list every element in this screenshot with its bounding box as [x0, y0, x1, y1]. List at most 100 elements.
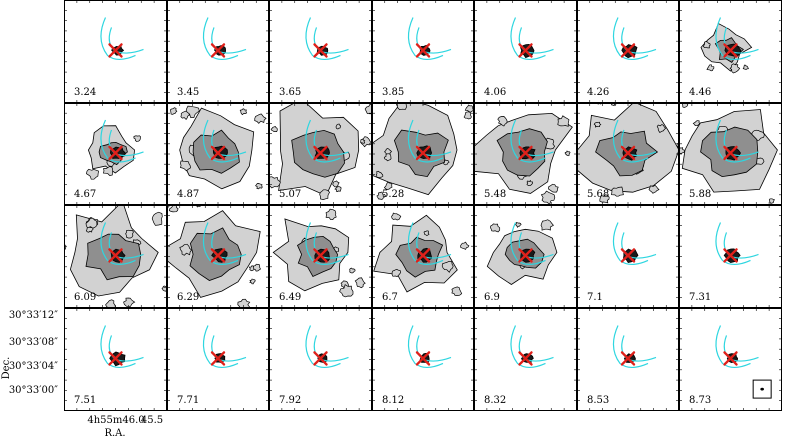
emission-contour [548, 183, 559, 193]
emission-contour [237, 298, 251, 308]
channel-panel: 4.26 [577, 0, 679, 103]
emission-contour [383, 153, 392, 162]
emission-contour [729, 63, 741, 74]
channel-velocity-label: 7.51 [74, 395, 96, 406]
panel-ticks [577, 205, 679, 308]
channel-velocity-label: 7.71 [177, 395, 199, 406]
emission-contour [270, 125, 278, 132]
panel-content [510, 17, 554, 61]
streamer-arc [202, 325, 239, 369]
emission-contour [768, 198, 775, 204]
panel-content [407, 17, 452, 61]
streamer-arc [100, 222, 136, 266]
emission-contour [375, 170, 384, 178]
panel-content [700, 17, 759, 74]
streamer-arc [305, 17, 341, 61]
emission-contour [269, 176, 281, 189]
emission-contour [464, 104, 474, 113]
channel-panel: 4.46 [679, 0, 782, 103]
emission-contour [179, 243, 192, 256]
emission-contour [692, 120, 701, 127]
panel-ticks [64, 308, 167, 411]
emission-contour [515, 222, 522, 228]
panel-ticks [64, 0, 167, 103]
emission-contour [557, 115, 570, 127]
streamer-arc [202, 119, 239, 163]
panel-ticks [167, 0, 269, 103]
emission-contour [540, 190, 556, 205]
emission-contour [170, 107, 178, 115]
channel-velocity-label: 3.24 [74, 87, 96, 98]
channel-velocity-label: 4.26 [587, 87, 609, 98]
panel-ticks [679, 308, 782, 411]
emission-contour [451, 286, 463, 296]
streamer-arc [305, 119, 341, 163]
panel-ticks [269, 308, 372, 411]
emission-contour [391, 212, 402, 221]
panel-ticks [474, 205, 577, 308]
panel-ticks [64, 103, 167, 205]
emission-contour [526, 179, 533, 186]
emission-contour [151, 211, 163, 226]
panel-ticks [269, 0, 372, 103]
panel-ticks [372, 0, 474, 103]
streamer-arc [100, 119, 136, 163]
panel-ticks [167, 308, 269, 411]
emission-contour [441, 260, 454, 273]
channel-panel: 5.28 [372, 103, 474, 205]
source-marker [620, 43, 636, 58]
panel-content [612, 17, 657, 61]
channel-panel: 3.85 [372, 0, 474, 103]
emission-contour [319, 189, 331, 200]
channel-velocity-label: 6.29 [177, 292, 199, 303]
panel-content [86, 119, 144, 180]
panel-content [407, 325, 452, 369]
emission-contour [702, 41, 711, 49]
panel-content [305, 325, 349, 369]
emission-contour [648, 184, 660, 194]
channel-velocity-label: 6.49 [279, 292, 301, 303]
emission-contour [376, 191, 386, 200]
channel-velocity-label: 5.68 [587, 189, 609, 200]
emission-contour [364, 103, 372, 115]
channel-velocity-label: 8.73 [689, 395, 711, 406]
streamer-arc [100, 17, 136, 61]
emission-contour [349, 267, 356, 274]
channel-velocity-label: 5.28 [382, 189, 404, 200]
panel-ticks [679, 0, 782, 103]
channel-panels: 3.24 3.45 3.65 3.85 4.06 4.26 4.46 4.67 4.87 5.07… [64, 0, 782, 411]
emission-contour [423, 230, 430, 237]
panel-content [202, 17, 247, 61]
source-marker [415, 145, 431, 161]
channel-panel: 7.92 [269, 308, 372, 411]
panel-content [64, 205, 167, 308]
channel-velocity-label: 7.1 [587, 292, 603, 303]
streamer-arc [407, 222, 444, 266]
source-marker [620, 145, 636, 161]
emission-contour [85, 226, 94, 233]
panel-content [679, 103, 778, 204]
emission-contour [706, 64, 715, 72]
source-marker [313, 43, 328, 58]
emission-contour [123, 297, 136, 308]
emission-contour [460, 241, 470, 250]
panel-ticks [577, 103, 679, 205]
channel-panel: 6.49 [269, 205, 372, 308]
streamer-arc [510, 222, 546, 266]
source-marker [723, 145, 738, 161]
channel-velocity-label: 3.85 [382, 87, 404, 98]
source-marker [518, 248, 533, 263]
channel-velocity-label: 4.67 [74, 189, 96, 200]
streamer-arc [612, 222, 649, 266]
channel-velocity-label: 5.07 [279, 189, 301, 200]
channel-panel: 3.45 [167, 0, 269, 103]
dec-tick-label: 30°33′08″ [9, 337, 58, 348]
streamer-arc [510, 119, 546, 163]
emission-contour [360, 138, 366, 144]
emission-contour [564, 150, 571, 157]
emission-contour [334, 186, 342, 192]
channel-panel: 7.51 [64, 308, 167, 411]
streamer-arc [612, 325, 649, 369]
emission-contour [86, 168, 100, 180]
emission-contour [354, 277, 366, 289]
